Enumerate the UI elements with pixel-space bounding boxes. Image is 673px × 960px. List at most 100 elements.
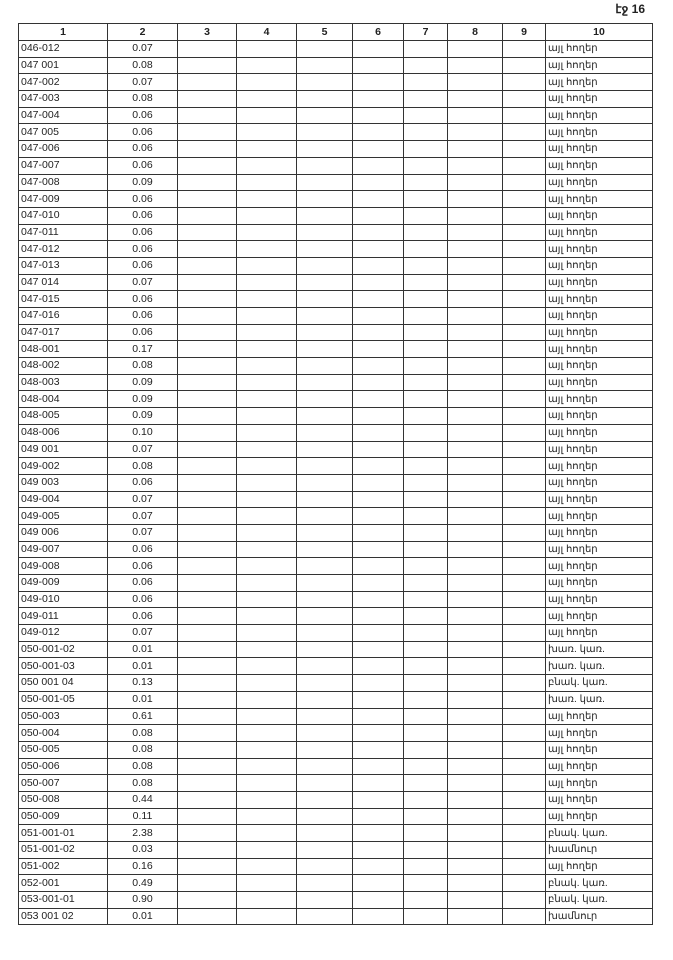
empty-cell	[236, 273, 297, 292]
area-value: 0.01	[107, 907, 178, 926]
empty-cell	[403, 674, 448, 692]
empty-cell	[177, 674, 237, 692]
empty-cell	[352, 774, 404, 792]
empty-cell	[236, 607, 297, 626]
empty-cell	[177, 407, 237, 425]
empty-cell	[502, 423, 546, 442]
empty-cell	[177, 206, 237, 225]
empty-cell	[447, 790, 503, 809]
empty-cell	[236, 40, 297, 58]
table-row: 047-004 0.06 այլ հողեր	[18, 106, 653, 125]
empty-cell	[447, 223, 503, 242]
empty-cell	[502, 240, 546, 258]
empty-cell	[296, 841, 353, 859]
table-row: 049-012 0.07 այլ հողեր	[18, 624, 653, 642]
empty-cell	[177, 891, 237, 909]
empty-cell	[177, 557, 237, 575]
area-value: 0.06	[107, 557, 178, 575]
empty-cell	[352, 807, 404, 826]
empty-cell	[447, 307, 503, 325]
empty-cell	[236, 590, 297, 609]
empty-cell	[403, 624, 448, 642]
empty-cell	[177, 106, 237, 125]
column-header-9: 9	[502, 23, 546, 41]
parcel-code: 053 001 02	[18, 907, 108, 926]
land-type: այլ հողեր	[545, 774, 653, 792]
empty-cell	[502, 874, 546, 893]
parcel-code: 047 014	[18, 273, 108, 292]
area-value: 0.09	[107, 407, 178, 425]
empty-cell	[502, 907, 546, 926]
empty-cell	[236, 240, 297, 258]
table-row: 049-008 0.06 այլ հողեր	[18, 557, 653, 575]
empty-cell	[403, 190, 448, 208]
empty-cell	[296, 640, 353, 659]
empty-cell	[177, 507, 237, 525]
empty-cell	[447, 574, 503, 592]
empty-cell	[177, 240, 237, 258]
empty-cell	[236, 373, 297, 392]
land-type: այլ հողեր	[545, 307, 653, 325]
empty-cell	[403, 874, 448, 893]
empty-cell	[236, 457, 297, 475]
empty-cell	[447, 156, 503, 175]
empty-cell	[296, 90, 353, 108]
empty-cell	[447, 824, 503, 842]
area-value: 0.06	[107, 607, 178, 626]
table-row: 047-013 0.06 այլ հողեր	[18, 256, 653, 275]
parcel-code: 047-012	[18, 240, 108, 258]
empty-cell	[236, 473, 297, 492]
empty-cell	[236, 357, 297, 375]
empty-cell	[502, 574, 546, 592]
empty-cell	[403, 340, 448, 359]
land-type: այլ հողեր	[545, 256, 653, 275]
empty-cell	[236, 740, 297, 759]
table-row: 049-011 0.06 այլ հողեր	[18, 607, 653, 626]
parcel-code: 047-006	[18, 140, 108, 158]
empty-cell	[502, 507, 546, 525]
table-row: 047-009 0.06 այլ հողեր	[18, 190, 653, 208]
empty-cell	[447, 507, 503, 525]
empty-cell	[177, 841, 237, 859]
empty-cell	[502, 106, 546, 125]
empty-cell	[296, 407, 353, 425]
empty-cell	[296, 740, 353, 759]
empty-cell	[352, 690, 404, 709]
empty-cell	[236, 423, 297, 442]
empty-cell	[403, 90, 448, 108]
empty-cell	[352, 173, 404, 192]
area-value: 0.07	[107, 40, 178, 58]
empty-cell	[352, 390, 404, 409]
land-type: այլ հողեր	[545, 857, 653, 876]
parcel-code: 049 003	[18, 473, 108, 492]
land-type: այլ հողեր	[545, 624, 653, 642]
parcel-code: 049-010	[18, 590, 108, 609]
area-value: 0.09	[107, 373, 178, 392]
parcel-code: 053-001-01	[18, 891, 108, 909]
empty-cell	[447, 590, 503, 609]
empty-cell	[236, 256, 297, 275]
land-type: խառ. կառ.	[545, 640, 653, 659]
empty-cell	[403, 323, 448, 342]
parcel-code: 047-009	[18, 190, 108, 208]
empty-cell	[177, 307, 237, 325]
empty-cell	[502, 123, 546, 142]
table-row: 053-001-01 0.90 բնակ. կառ.	[18, 891, 653, 909]
empty-cell	[352, 423, 404, 442]
empty-cell	[502, 690, 546, 709]
land-type: այլ հողեր	[545, 407, 653, 425]
empty-cell	[447, 607, 503, 626]
empty-cell	[236, 190, 297, 208]
empty-cell	[502, 757, 546, 776]
empty-cell	[502, 256, 546, 275]
area-value: 0.06	[107, 106, 178, 125]
empty-cell	[403, 473, 448, 492]
parcel-code: 048-006	[18, 423, 108, 442]
table-row: 047-012 0.06 այլ հողեր	[18, 240, 653, 258]
area-value: 0.06	[107, 190, 178, 208]
area-value: 0.06	[107, 223, 178, 242]
empty-cell	[502, 790, 546, 809]
land-type: այլ հողեր	[545, 457, 653, 475]
empty-cell	[296, 574, 353, 592]
empty-cell	[236, 640, 297, 659]
